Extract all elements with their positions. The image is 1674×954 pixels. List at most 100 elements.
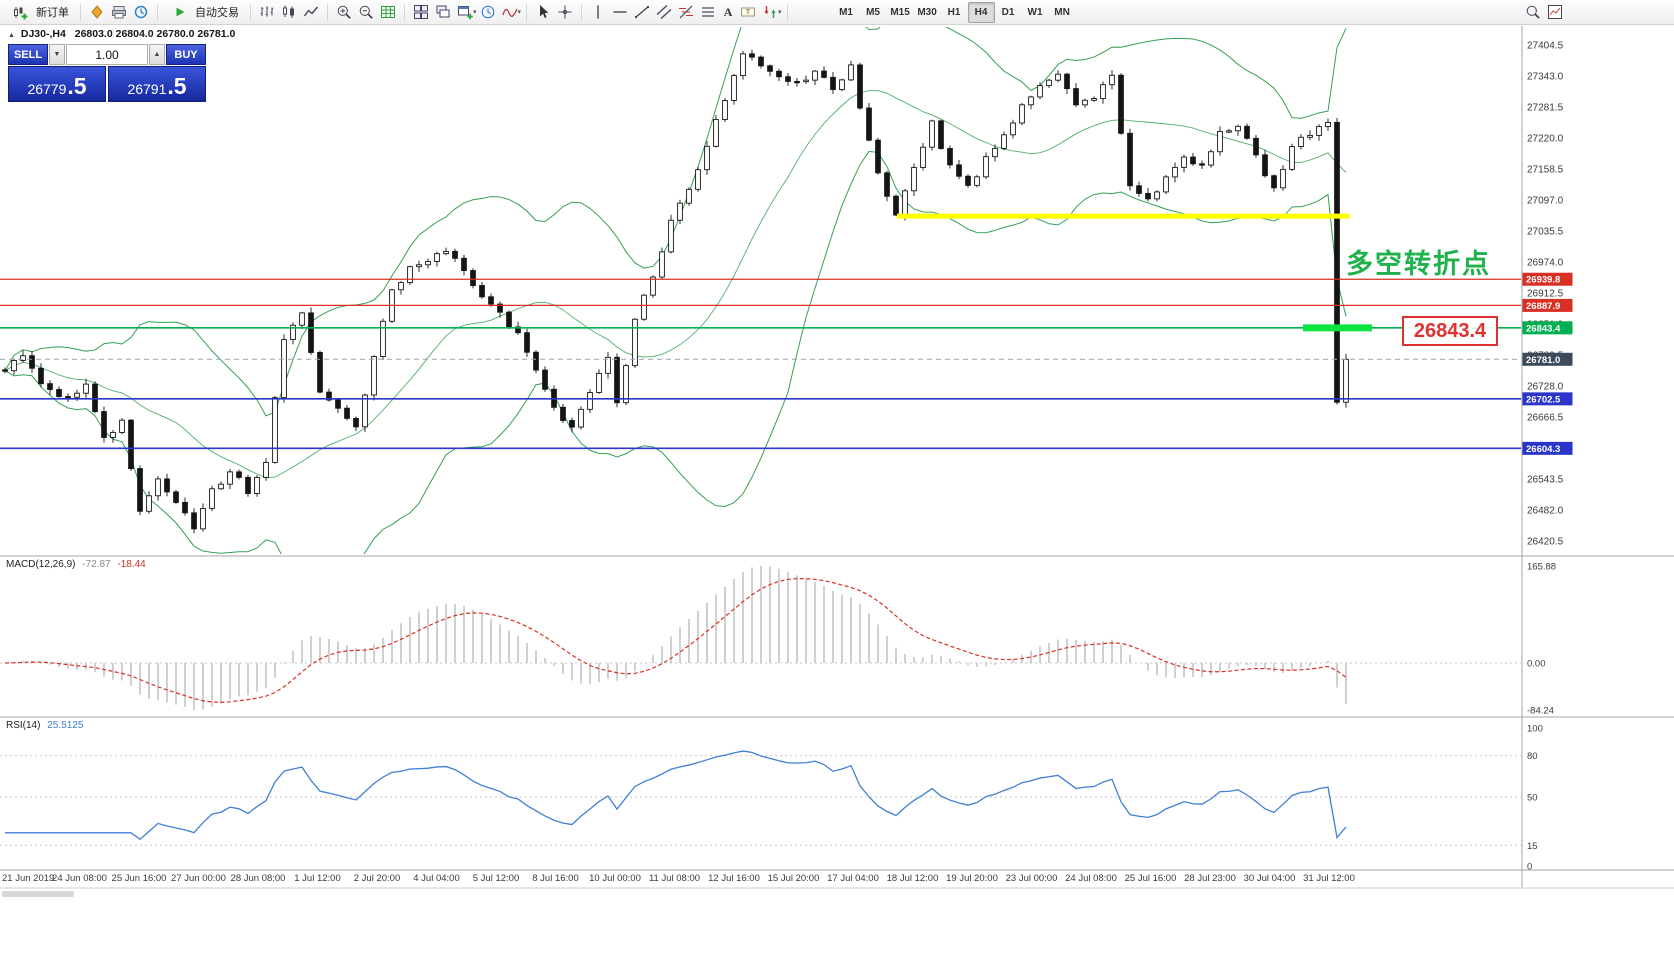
svg-text:31 Jul 12:00: 31 Jul 12:00 xyxy=(1303,873,1355,884)
new-window-dropdown-icon[interactable]: ▾ xyxy=(473,9,477,16)
rsi-name: RSI(14) xyxy=(6,720,41,731)
toolbar-separator xyxy=(404,3,405,21)
buy-price: 26791 xyxy=(127,81,167,97)
svg-text:-84.24: -84.24 xyxy=(1527,706,1554,717)
autotrading-label: 自动交易 xyxy=(195,7,239,19)
svg-text:27404.5: 27404.5 xyxy=(1527,41,1564,52)
buy-button[interactable]: BUY xyxy=(166,44,206,65)
vertical-line-icon[interactable] xyxy=(587,2,609,23)
arrows-dropdown-icon[interactable]: ▾ xyxy=(778,9,782,16)
line-chart-icon[interactable] xyxy=(300,2,322,23)
svg-text:165.88: 165.88 xyxy=(1527,562,1556,573)
timeframe-button-h4[interactable]: H4 xyxy=(967,1,995,23)
svg-text:30 Jul 04:00: 30 Jul 04:00 xyxy=(1244,873,1296,884)
macd-histogram xyxy=(0,566,1521,710)
trendline-icon[interactable] xyxy=(631,2,653,23)
svg-text:17 Jul 04:00: 17 Jul 04:00 xyxy=(827,873,879,884)
rsi-axis-labels: 100 80 50 15 0 xyxy=(1527,724,1543,873)
market-watch-icon[interactable] xyxy=(86,2,108,23)
svg-text:26543.5: 26543.5 xyxy=(1527,475,1564,486)
svg-text:26482.0: 26482.0 xyxy=(1527,506,1564,517)
volume-down-button[interactable]: ▼ xyxy=(49,44,65,65)
rsi-indicator-label: RSI(14) 25.5125 xyxy=(6,720,83,731)
rsi-panel xyxy=(0,750,1521,846)
horizontal-line-icon[interactable] xyxy=(609,2,631,23)
refresh-icon[interactable] xyxy=(130,2,152,23)
svg-text:12 Jul 16:00: 12 Jul 16:00 xyxy=(708,873,760,884)
horizontal-scrollbar-thumb[interactable] xyxy=(2,891,74,897)
indicators-grid-icon[interactable] xyxy=(377,2,399,23)
search-icon[interactable] xyxy=(1522,2,1544,23)
timeframe-toolbar: M1 M5 M15 M30 H1 H4 D1 W1 MN xyxy=(833,1,1076,23)
zoom-out-icon[interactable] xyxy=(355,2,377,23)
new-order-label: 新订单 xyxy=(36,7,69,19)
fibonacci-icon[interactable] xyxy=(675,2,697,23)
levels-icon[interactable] xyxy=(697,2,719,23)
svg-text:24 Jun 08:00: 24 Jun 08:00 xyxy=(52,873,107,884)
toolbar-separator xyxy=(581,3,583,21)
timeframe-button-m30[interactable]: M30 xyxy=(917,6,937,18)
timeframe-button-mn[interactable]: MN xyxy=(1054,6,1070,18)
text-icon[interactable]: A xyxy=(723,4,733,19)
timeframe-button-m15[interactable]: M15 xyxy=(890,6,910,18)
toolbar-separator xyxy=(250,3,251,21)
buy-price-button[interactable]: 26791 .5 xyxy=(108,66,206,102)
sell-price-button[interactable]: 26779 .5 xyxy=(8,66,106,102)
symbol-marker-icon: ▲ xyxy=(8,32,15,39)
price-axis-labels: 27404.5 27343.0 27281.5 27220.0 27158.5 27097… xyxy=(1527,41,1564,548)
volume-up-button[interactable]: ▲ xyxy=(149,44,165,65)
schedule-icon[interactable] xyxy=(477,2,499,23)
toolbar-separator xyxy=(526,3,528,21)
svg-text:26702.5: 26702.5 xyxy=(1526,394,1561,405)
label-icon[interactable]: T xyxy=(737,2,759,23)
chart-profile-icon[interactable] xyxy=(1544,2,1566,23)
toolbar-separator xyxy=(786,3,788,21)
macd-name: MACD(12,26,9) xyxy=(6,559,76,570)
panel-separators xyxy=(0,26,1674,889)
candlestick-chart-icon[interactable] xyxy=(278,2,300,23)
svg-text:T: T xyxy=(746,10,751,17)
rsi-value: 25.5125 xyxy=(47,720,84,731)
svg-text:27158.5: 27158.5 xyxy=(1527,165,1564,176)
svg-text:26939.8: 26939.8 xyxy=(1526,275,1560,286)
macd-signal-line xyxy=(4,578,1347,703)
volume-input[interactable] xyxy=(66,44,148,65)
macd-indicator-label: MACD(12,26,9) -72.87 -18.44 xyxy=(6,559,146,570)
zoom-in-icon[interactable] xyxy=(333,2,355,23)
svg-text:25 Jul 16:00: 25 Jul 16:00 xyxy=(1125,873,1177,884)
svg-text:28 Jun 08:00: 28 Jun 08:00 xyxy=(231,873,286,884)
arrows-icon[interactable] xyxy=(759,2,781,23)
tile-windows-icon[interactable] xyxy=(410,2,432,23)
bar-chart-icon[interactable] xyxy=(256,2,278,23)
toolbar-separator xyxy=(157,3,158,21)
svg-text:24 Jul 08:00: 24 Jul 08:00 xyxy=(1065,873,1117,884)
timeframe-button-h1[interactable]: H1 xyxy=(947,6,961,18)
new-window-icon[interactable] xyxy=(454,2,476,23)
cascade-windows-icon[interactable] xyxy=(432,2,454,23)
timeframe-button-w1[interactable]: W1 xyxy=(1027,6,1043,18)
new-order-button[interactable]: 新订单 xyxy=(4,2,75,23)
indicator-list-dropdown-icon[interactable]: ▾ xyxy=(517,9,522,16)
macd-main-value: -72.87 xyxy=(82,559,111,570)
price-tag xyxy=(1522,441,1573,455)
sell-price-pips: .5 xyxy=(67,73,87,99)
timeframe-button-m1[interactable]: M1 xyxy=(839,6,853,18)
svg-text:26974.0: 26974.0 xyxy=(1527,258,1564,269)
timeframe-button-m5[interactable]: M5 xyxy=(866,6,880,18)
price-tag xyxy=(1522,298,1573,312)
svg-text:26912.5: 26912.5 xyxy=(1527,289,1564,300)
price-tags: 26939.8 26887.9 26843.4 26781.0 26702.5 26604… xyxy=(1522,272,1573,455)
crosshair-icon[interactable] xyxy=(554,2,576,23)
sell-button[interactable]: SELL xyxy=(8,44,48,65)
chart-ohlc-label: 26803.0 26804.0 26780.0 26781.0 xyxy=(74,28,236,40)
print-icon[interactable] xyxy=(108,2,130,23)
svg-text:15: 15 xyxy=(1527,841,1538,852)
timeframe-button-d1[interactable]: D1 xyxy=(1001,6,1015,18)
horizontal-level-lines[interactable] xyxy=(0,213,1521,450)
svg-text:25 Jun 16:00: 25 Jun 16:00 xyxy=(112,873,167,884)
channel-icon[interactable] xyxy=(653,2,675,23)
indicator-list-icon[interactable] xyxy=(499,2,521,23)
cursor-icon[interactable] xyxy=(532,2,554,23)
autotrading-button[interactable]: 自动交易 xyxy=(163,2,245,23)
